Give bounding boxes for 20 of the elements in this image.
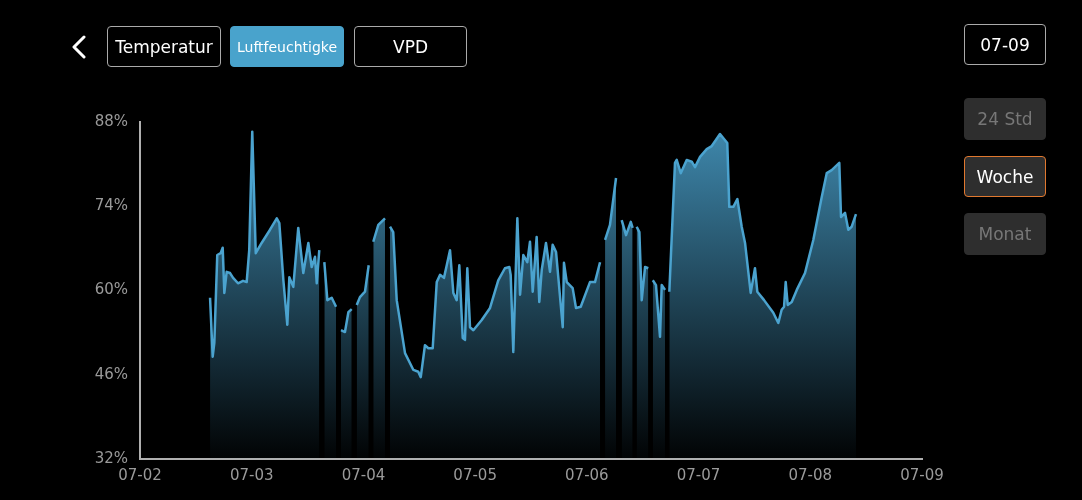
x-tick-label: 07-02 [118, 465, 162, 484]
text: Temperatur [107, 26, 221, 67]
x-tick-label: 07-04 [341, 465, 386, 484]
x-tick-label: 07-05 [453, 465, 497, 484]
x-tick-label: 07-08 [788, 465, 833, 484]
y-tick-label: 32% [94, 448, 128, 467]
x-tick-label: 07-09 [900, 465, 944, 484]
text: Luftfeuchtigke [230, 26, 344, 67]
y-tick-label: 74% [94, 196, 128, 215]
text: Monat [964, 213, 1046, 255]
y-tick-label: 46% [94, 364, 128, 383]
x-tick-label: 07-07 [676, 465, 721, 484]
x-tick-label: 07-03 [229, 465, 274, 484]
y-tick-label: 88% [94, 111, 128, 130]
text: Woche [964, 156, 1046, 197]
x-tick-label: 07-06 [565, 465, 609, 484]
y-tick-label: 60% [94, 280, 128, 299]
text: VPD [354, 26, 467, 67]
text: 24 Std [964, 98, 1046, 140]
text: 07-09 [964, 24, 1046, 65]
